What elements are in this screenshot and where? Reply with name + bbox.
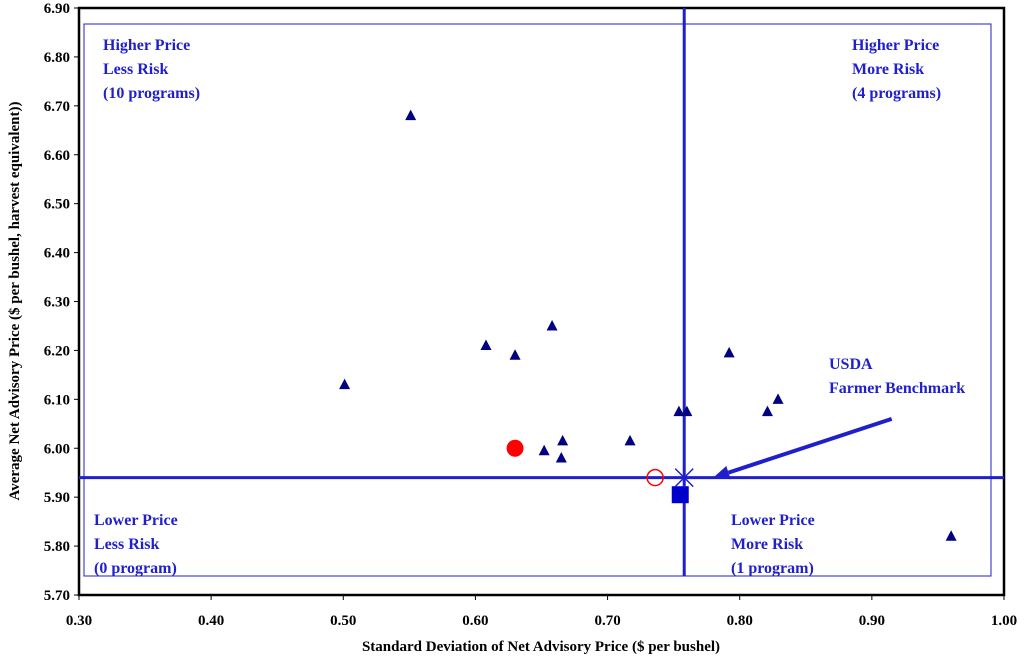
- annotation-lr-line: Lower Price: [731, 512, 815, 529]
- triangle-point: [480, 339, 492, 351]
- triangle-point: [761, 405, 773, 417]
- data-points: [339, 109, 957, 541]
- x-tick-label: 0.50: [330, 613, 356, 629]
- inner-frame: [83, 23, 992, 577]
- annotation-ll-line: Lower Price: [94, 512, 178, 529]
- annotation-lr-line: (1 program): [731, 560, 814, 577]
- y-tick-label: 5.80: [44, 539, 70, 555]
- triangle-point: [538, 444, 550, 456]
- y-tick-label: 6.30: [44, 295, 70, 311]
- y-tick-label: 6.80: [44, 50, 70, 66]
- triangle-point: [555, 452, 567, 463]
- annotation-usda-line: Farmer Benchmark: [829, 380, 965, 397]
- triangle-point: [509, 349, 521, 360]
- triangle-point: [723, 346, 735, 358]
- annotation-lr-line: More Risk: [731, 536, 803, 553]
- triangle-point: [945, 530, 957, 541]
- triangle-point: [546, 319, 558, 331]
- filled-circle-point: [506, 439, 524, 457]
- y-tick-label: 6.10: [44, 392, 70, 408]
- plot-area: [77, 6, 1006, 597]
- x-tick-label: 0.80: [727, 613, 753, 629]
- annotation-ul-line: (10 programs): [103, 85, 200, 102]
- y-tick-label: 6.00: [44, 441, 70, 457]
- annotation-usda-line: USDA: [829, 356, 873, 373]
- y-tick-label: 6.40: [44, 246, 70, 262]
- open-circle-point: [646, 468, 664, 487]
- y-axis-title: Average Net Advisory Price ($ per bushel…: [7, 102, 23, 501]
- x-axis-title: Standard Deviation of Net Advisory Price…: [362, 639, 720, 655]
- annotation-ll-line: (0 program): [94, 560, 177, 577]
- x-tick-label: 0.60: [462, 613, 488, 629]
- triangle-point: [339, 378, 351, 390]
- y-tick-label: 6.70: [44, 99, 70, 115]
- annotation-ur-line: More Risk: [852, 61, 924, 78]
- y-tick-label: 6.20: [44, 343, 70, 359]
- x-tick-label: 0.40: [198, 613, 224, 629]
- y-tick-label: 6.60: [44, 148, 70, 164]
- annotation-ll-line: Less Risk: [94, 536, 159, 553]
- x-tick-label: 0.70: [594, 613, 620, 629]
- triangle-point: [681, 405, 693, 417]
- triangle-point: [405, 109, 417, 121]
- x-tick-label: 0.30: [66, 613, 92, 629]
- annotation-ur-line: Higher Price: [852, 37, 939, 54]
- x-tick-label: 0.90: [859, 613, 885, 629]
- star-point: [674, 467, 694, 488]
- triangle-point: [673, 405, 685, 417]
- usda-arrow-head: [713, 465, 731, 480]
- triangle-point: [557, 434, 569, 446]
- usda-arrow-shaft: [727, 417, 893, 475]
- triangle-point: [772, 393, 784, 404]
- tick-layer: 0.30 0.40 0.50 0.60 0.70 0.80 0.90 1.00 5.70 5.80…: [44, 1, 1017, 629]
- inner-frame-rect: [83, 23, 992, 577]
- y-tick-label: 5.90: [44, 490, 70, 506]
- annotation-ul-line: Higher Price: [103, 37, 190, 54]
- y-tick-label: 6.90: [44, 1, 70, 17]
- annotation-ur-line: (4 programs): [852, 85, 941, 102]
- annotation-ul-line: Less Risk: [103, 61, 168, 78]
- triangle-point: [624, 434, 636, 446]
- x-tick-label: 1.00: [991, 613, 1017, 629]
- quadrant-annotations: Higher Price Less Risk (10 programs) Higher…: [94, 37, 965, 577]
- square-point: [671, 486, 689, 504]
- y-tick-label: 6.50: [44, 197, 70, 213]
- y-tick-label: 5.70: [44, 588, 70, 604]
